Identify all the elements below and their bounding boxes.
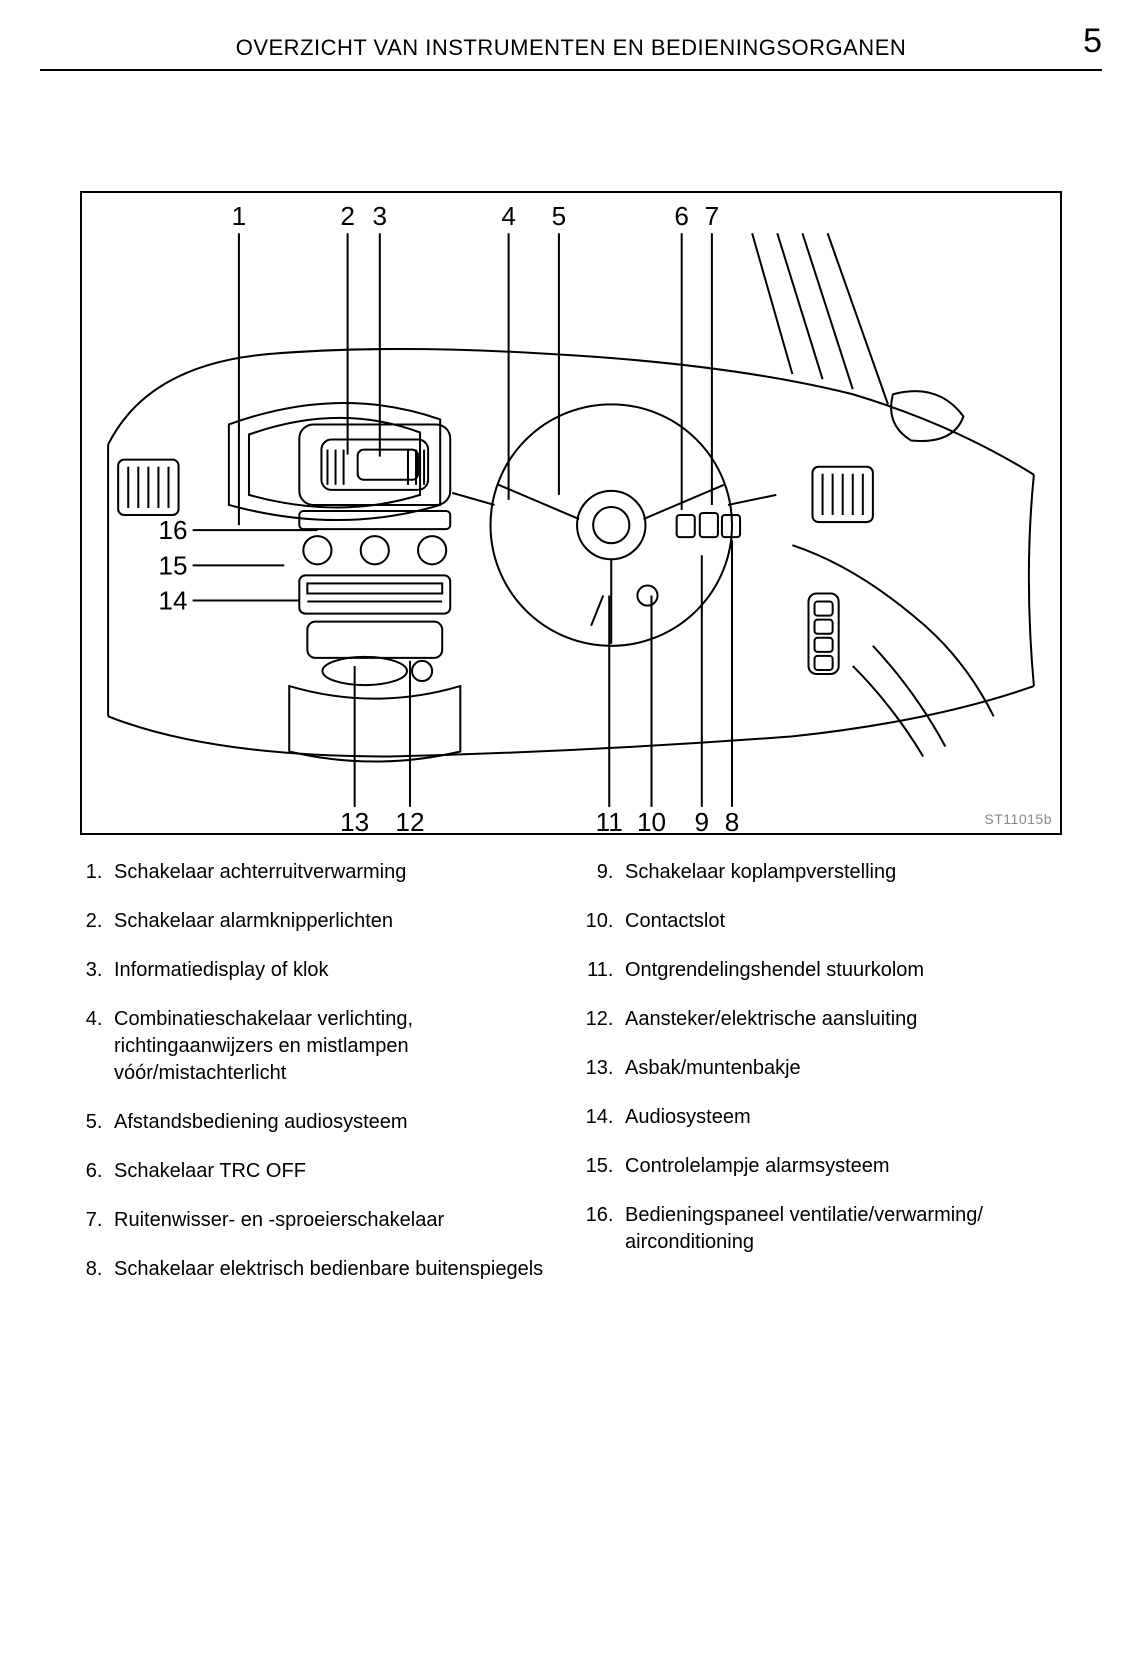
legend-item: Bedieningspaneel ventilatie/verwarming/ … xyxy=(619,1202,1062,1256)
legend: Schakelaar achterruitverwarming Schakelaa… xyxy=(80,859,1062,1305)
legend-item: Informatiedisplay of klok xyxy=(108,957,551,984)
legend-col-left: Schakelaar achterruitverwarming Schakelaa… xyxy=(80,859,551,1305)
callout-number: 6 xyxy=(674,201,689,231)
callout-number: 2 xyxy=(340,201,355,231)
callout-number: 10 xyxy=(637,807,666,833)
legend-item: Asbak/muntenbakje xyxy=(619,1055,1062,1082)
legend-item: Schakelaar TRC OFF xyxy=(108,1158,551,1185)
callout-number: 3 xyxy=(373,201,388,231)
callout-number: 13 xyxy=(340,807,369,833)
callout-number: 15 xyxy=(158,550,187,580)
legend-item: Combinatieschakelaar verlichting, richti… xyxy=(108,1006,551,1087)
legend-item: Ontgrendelingshendel stuurkolom xyxy=(619,957,1062,984)
legend-item: Schakelaar alarmknipperlichten xyxy=(108,908,551,935)
legend-item: Controlelampje alarmsysteem xyxy=(619,1153,1062,1180)
legend-item: Audiosysteem xyxy=(619,1104,1062,1131)
callout-number: 11 xyxy=(596,807,623,833)
legend-item: Schakelaar elektrisch bedienbare buitens… xyxy=(108,1256,551,1283)
callout-number: 8 xyxy=(725,807,740,833)
legend-item: Schakelaar koplampverstelling xyxy=(619,859,1062,886)
manual-page: OVERZICHT VAN INSTRUMENTEN EN BEDIENINGS… xyxy=(0,0,1142,1654)
callout-number: 4 xyxy=(501,201,516,231)
dashboard-svg: 12345671312111098161514 xyxy=(82,193,1060,833)
legend-col-right: Schakelaar koplampverstelling Contactslot… xyxy=(591,859,1062,1305)
callout-number: 9 xyxy=(695,807,710,833)
legend-item: Ruitenwisser- en -sproeierschakelaar xyxy=(108,1207,551,1234)
legend-item: Schakelaar achterruitverwarming xyxy=(108,859,551,886)
figure-id: ST11015b xyxy=(984,811,1052,827)
callout-number: 12 xyxy=(395,807,424,833)
legend-item: Contactslot xyxy=(619,908,1062,935)
callout-number: 5 xyxy=(552,201,567,231)
legend-item: Aansteker/elektrische aansluiting xyxy=(619,1006,1062,1033)
page-number: 5 xyxy=(1042,22,1102,61)
callout-number: 14 xyxy=(158,586,187,616)
callout-number: 16 xyxy=(158,515,187,545)
page-title: OVERZICHT VAN INSTRUMENTEN EN BEDIENINGS… xyxy=(100,35,1042,61)
dashboard-diagram: 12345671312111098161514 ST11015b xyxy=(80,191,1062,835)
callout-number: 1 xyxy=(232,201,247,231)
callout-number: 7 xyxy=(705,201,720,231)
legend-item: Afstandsbediening audiosysteem xyxy=(108,1109,551,1136)
page-header: OVERZICHT VAN INSTRUMENTEN EN BEDIENINGS… xyxy=(40,22,1102,71)
